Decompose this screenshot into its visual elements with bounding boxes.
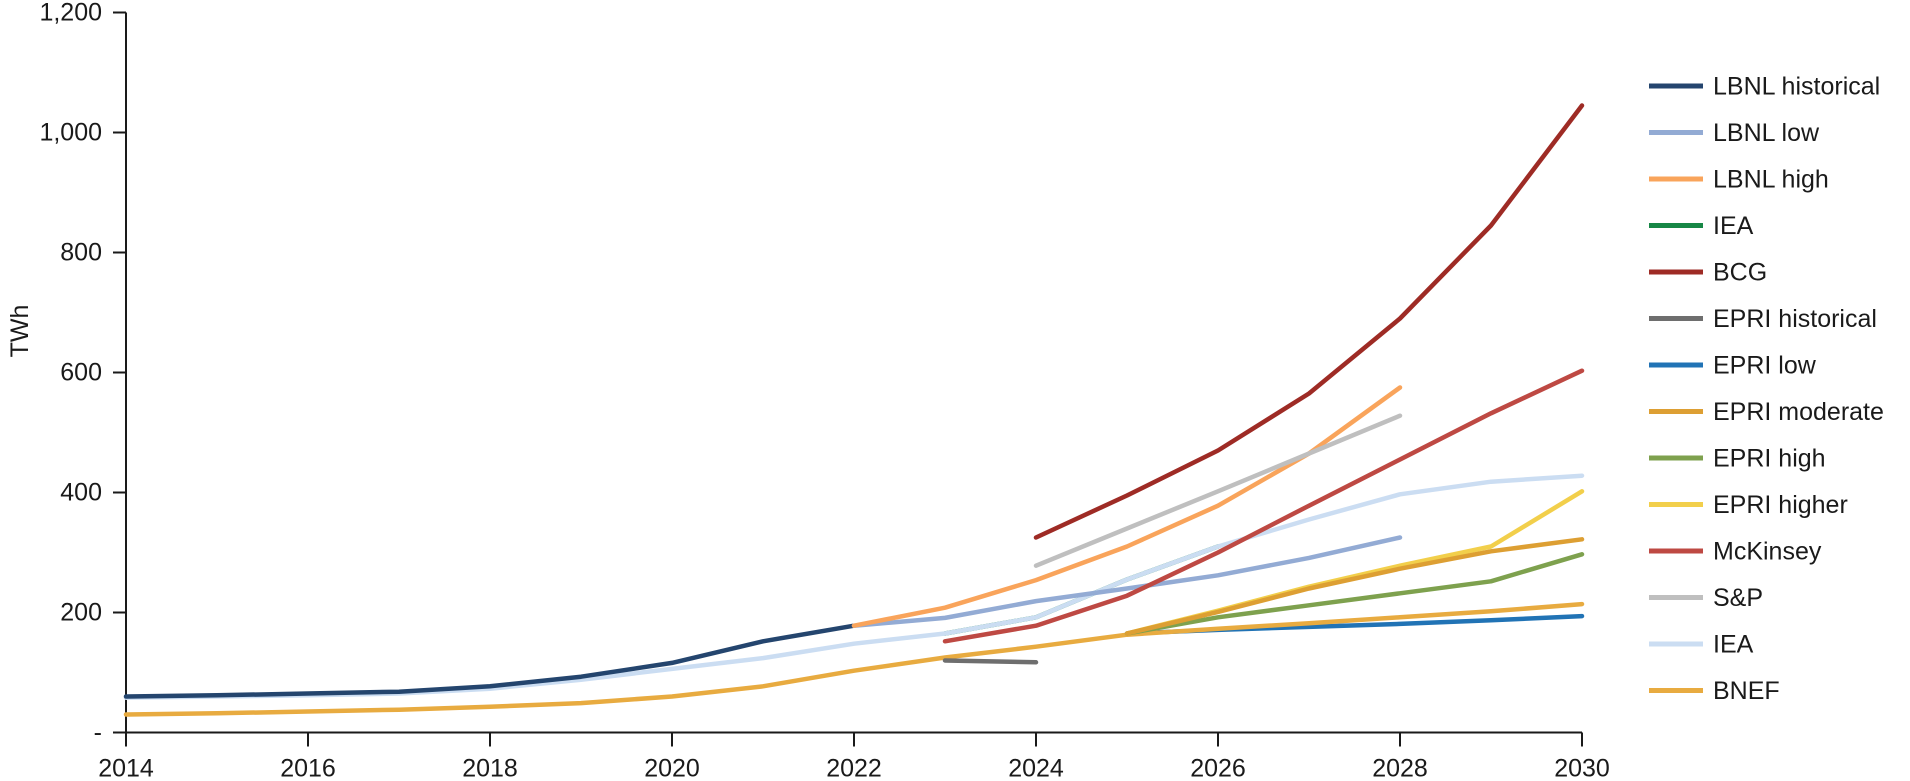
legend-label-lbnl_high: LBNL high	[1713, 166, 1829, 194]
series-line-bnef	[123, 601, 1585, 717]
series-line-epri_moderate	[1124, 537, 1585, 636]
series-line-sp	[1033, 413, 1403, 568]
axes-layer: - 200 400 600 800 1,000 1,200 2014 2016 2018 2020 2…	[6, 0, 1610, 781]
series-line-mckinsey	[942, 368, 1585, 644]
series-layer	[123, 103, 1585, 717]
legend-label-epri_low: EPRI low	[1713, 352, 1817, 380]
legend-item-sp: S&P	[1649, 584, 1763, 612]
legend-label-lbnl_historical: LBNL historical	[1713, 73, 1880, 101]
legend-label-epri_higher: EPRI higher	[1713, 491, 1848, 519]
y-axis-tick-label: 800	[60, 239, 102, 267]
legend-label-epri_historical: EPRI historical	[1713, 305, 1877, 333]
x-axis-tick-label: 2026	[1190, 755, 1246, 781]
legend-item-mckinsey: McKinsey	[1649, 538, 1822, 566]
legend-item-bcg: BCG	[1649, 259, 1767, 287]
legend-item-bnef: BNEF	[1649, 677, 1780, 705]
legend-label-lbnl_low: LBNL low	[1713, 119, 1820, 147]
legend-label-iea_light: IEA	[1713, 631, 1754, 659]
y-axis-tick-label: 1,200	[39, 0, 102, 27]
x-axis-tick-label: 2024	[1008, 755, 1064, 781]
x-axis-tick-label: 2022	[826, 755, 882, 781]
series-line-epri_high	[1124, 552, 1585, 636]
legend-label-sp: S&P	[1713, 584, 1763, 612]
series-line-iea_light	[123, 473, 1585, 700]
legend-item-epri_moderate: EPRI moderate	[1649, 398, 1884, 426]
x-axis-tick-label: 2018	[462, 755, 518, 781]
legend-item-epri_high: EPRI high	[1649, 445, 1826, 473]
chart-legend: LBNL historical LBNL low LBNL high IEA BCG EP…	[1649, 73, 1884, 705]
legend-label-mckinsey: McKinsey	[1713, 538, 1822, 566]
x-axis-tick-label: 2028	[1372, 755, 1428, 781]
y-axis-title: TWh	[6, 305, 34, 358]
y-axis-tick-label: 1,000	[39, 119, 102, 147]
legend-item-iea_light: IEA	[1649, 631, 1754, 659]
y-axis-tick-label: 600	[60, 359, 102, 387]
legend-label-epri_high: EPRI high	[1713, 445, 1826, 473]
y-axis-tick-label: -	[94, 719, 102, 747]
legend-item-lbnl_low: LBNL low	[1649, 119, 1820, 147]
legend-label-bcg: BCG	[1713, 259, 1767, 287]
legend-label-epri_moderate: EPRI moderate	[1713, 398, 1884, 426]
legend-item-iea_green: IEA	[1649, 212, 1754, 240]
x-axis-tick-label: 2016	[280, 755, 336, 781]
legend-item-lbnl_high: LBNL high	[1649, 166, 1829, 194]
x-axis-tick-label: 2014	[98, 755, 154, 781]
y-axis-tick-label: 200	[60, 599, 102, 627]
legend-item-epri_low: EPRI low	[1649, 352, 1817, 380]
series-line-bcg	[1033, 103, 1585, 540]
legend-label-bnef: BNEF	[1713, 677, 1780, 705]
legend-item-epri_historical: EPRI historical	[1649, 305, 1877, 333]
legend-item-epri_higher: EPRI higher	[1649, 491, 1848, 519]
series-line-lbnl_historical	[123, 623, 857, 699]
y-axis-tick-label: 400	[60, 479, 102, 507]
legend-item-lbnl_historical: LBNL historical	[1649, 73, 1880, 101]
series-line-epri_historical	[942, 658, 1039, 665]
x-axis-tick-label: 2020	[644, 755, 700, 781]
series-line-lbnl_low	[851, 535, 1403, 628]
x-axis-tick-label: 2030	[1554, 755, 1610, 781]
legend-label-iea_green: IEA	[1713, 212, 1754, 240]
